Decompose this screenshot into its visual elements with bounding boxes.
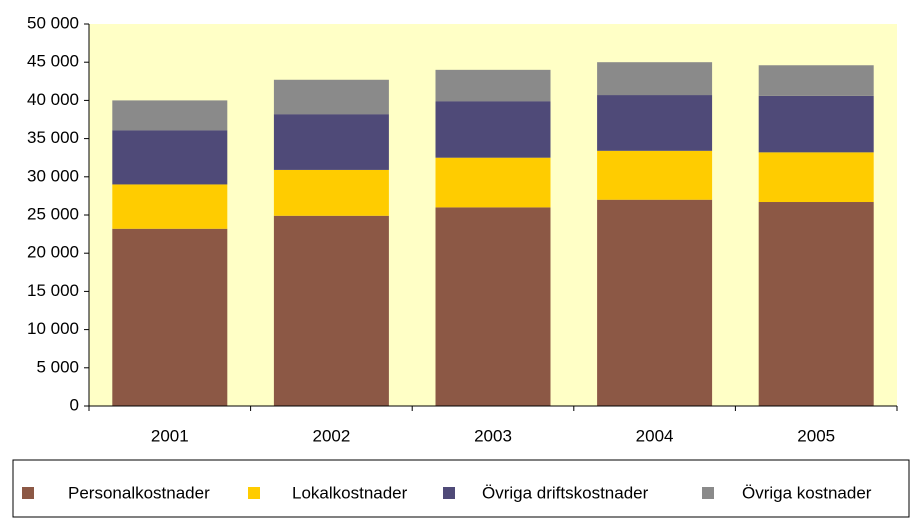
bar-segment (597, 95, 713, 151)
bar-segment (112, 228, 228, 406)
legend-label: Personalkostnader (68, 483, 210, 502)
bar-segment (435, 69, 551, 102)
bar-segment (758, 202, 874, 406)
y-tick-label: 20 000 (27, 243, 79, 262)
legend-label: Övriga driftskostnader (482, 483, 649, 502)
x-tick-label: 2005 (797, 426, 835, 445)
y-tick-label: 30 000 (27, 166, 79, 185)
bar-segment (273, 114, 389, 170)
bar-segment (597, 62, 713, 96)
y-tick-label: 35 000 (27, 128, 79, 147)
y-tick-label: 5 000 (36, 357, 79, 376)
legend-swatch (443, 487, 455, 499)
legend-swatch (22, 487, 34, 499)
bar-segment (273, 215, 389, 406)
bar-segment (758, 65, 874, 96)
bar-segment (112, 130, 228, 185)
bar-segment (758, 95, 874, 153)
x-tick-label: 2004 (636, 426, 674, 445)
bar-segment (597, 199, 713, 406)
x-tick-label: 2003 (474, 426, 512, 445)
bar-segment (435, 101, 551, 158)
y-tick-label: 25 000 (27, 204, 79, 223)
legend-swatch (702, 487, 714, 499)
bar-segment (273, 169, 389, 216)
bar-segment (112, 100, 228, 131)
bar-segment (597, 150, 713, 200)
y-tick-label: 45 000 (27, 52, 79, 71)
y-tick-label: 10 000 (27, 319, 79, 338)
bar-segment (112, 184, 228, 229)
legend-swatch (248, 487, 260, 499)
legend-label: Lokalkostnader (292, 483, 408, 502)
y-tick-label: 50 000 (27, 13, 79, 32)
y-tick-label: 0 (70, 395, 79, 414)
x-tick-label: 2001 (151, 426, 189, 445)
bar-segment (273, 79, 389, 115)
legend-box (12, 459, 910, 518)
bar-segment (758, 152, 874, 203)
legend-label: Övriga kostnader (742, 483, 872, 502)
y-tick-label: 15 000 (27, 281, 79, 300)
bar-segment (435, 207, 551, 406)
y-tick-label: 40 000 (27, 90, 79, 109)
x-tick-label: 2002 (312, 426, 350, 445)
bar-segment (435, 157, 551, 208)
